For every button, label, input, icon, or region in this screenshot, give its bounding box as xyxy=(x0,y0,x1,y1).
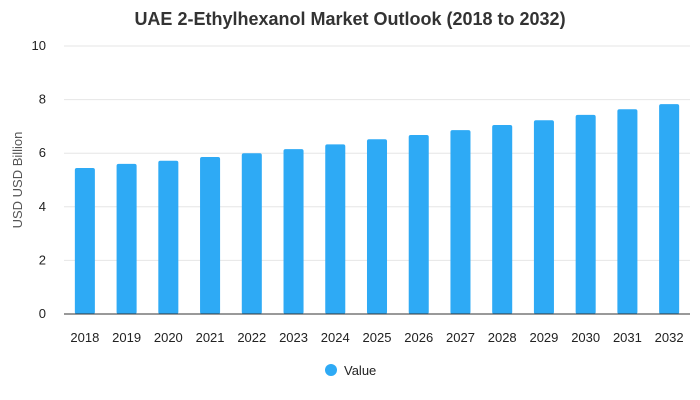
x-tick-label: 2031 xyxy=(613,330,642,345)
chart-title: UAE 2-Ethylhexanol Market Outlook (2018 … xyxy=(134,9,565,29)
x-tick-label: 2023 xyxy=(279,330,308,345)
x-axis-ticks: 2018 2019 2020 2021 2022 2023 2024 2025 2026 2027… xyxy=(70,330,683,345)
bars xyxy=(74,104,680,315)
x-tick-label: 2024 xyxy=(321,330,350,345)
bar-2019 xyxy=(116,163,137,314)
bar-2027 xyxy=(450,130,471,314)
bar-2021 xyxy=(200,156,221,314)
bar-2026 xyxy=(408,134,429,314)
bar-2029 xyxy=(533,120,554,315)
bar-2031 xyxy=(617,109,638,314)
y-tick-label: 2 xyxy=(39,252,46,267)
y-axis-ticks: 0 2 4 6 8 10 xyxy=(32,38,46,321)
bar-2022 xyxy=(241,153,262,314)
bar-2020 xyxy=(158,160,179,314)
x-tick-label: 2020 xyxy=(154,330,183,345)
x-tick-label: 2019 xyxy=(112,330,141,345)
x-tick-label: 2025 xyxy=(363,330,392,345)
x-tick-label: 2022 xyxy=(237,330,266,345)
x-tick-label: 2021 xyxy=(196,330,225,345)
x-tick-label: 2027 xyxy=(446,330,475,345)
bar-2023 xyxy=(283,149,304,314)
y-tick-label: 4 xyxy=(39,199,46,214)
bar-2018 xyxy=(74,167,95,314)
y-tick-label: 6 xyxy=(39,145,46,160)
x-tick-label: 2030 xyxy=(571,330,600,345)
legend: Value xyxy=(325,363,376,378)
x-tick-label: 2032 xyxy=(655,330,684,345)
y-tick-label: 0 xyxy=(39,306,46,321)
bar-2032 xyxy=(659,104,680,314)
bar-2030 xyxy=(575,114,596,314)
y-tick-label: 8 xyxy=(39,92,46,107)
legend-swatch-value xyxy=(325,364,337,376)
legend-label-value: Value xyxy=(344,363,376,378)
x-tick-label: 2026 xyxy=(404,330,433,345)
x-tick-label: 2029 xyxy=(529,330,558,345)
x-tick-label: 2028 xyxy=(488,330,517,345)
x-tick-label: 2018 xyxy=(70,330,99,345)
y-tick-label: 10 xyxy=(32,38,46,53)
bar-2028 xyxy=(492,125,513,314)
bar-2025 xyxy=(366,139,388,314)
bar-2024 xyxy=(325,144,346,314)
y-axis-label: USD USD Billion xyxy=(10,132,25,229)
